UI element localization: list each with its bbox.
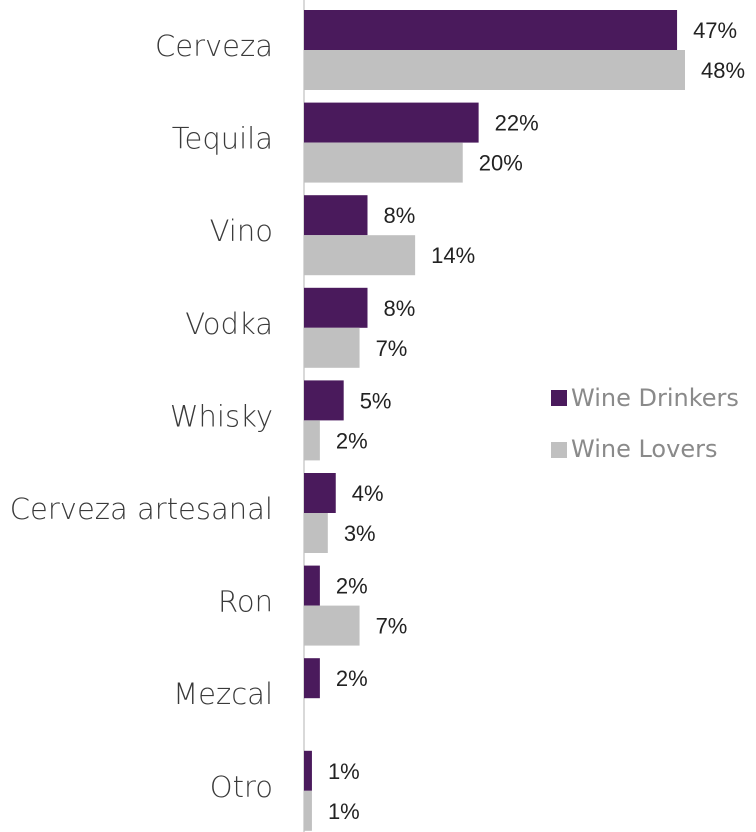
data-label: 20% xyxy=(479,151,523,176)
category-label: Mezcal xyxy=(173,677,273,711)
data-label: 8% xyxy=(384,203,416,228)
legend-label-wine-drinkers: Wine Drinkers xyxy=(571,384,739,412)
data-label: 2% xyxy=(336,666,368,691)
data-label: 5% xyxy=(360,388,392,413)
category-label: Whisky xyxy=(170,399,273,433)
data-label: 7% xyxy=(376,614,408,639)
bar-wine-lovers xyxy=(304,605,360,646)
data-label: 3% xyxy=(344,521,376,546)
bar-wine-drinkers xyxy=(304,750,312,791)
data-label: 8% xyxy=(384,296,416,321)
category-label: Otro xyxy=(210,770,273,804)
bar-wine-drinkers xyxy=(304,380,344,421)
bar-wine-lovers xyxy=(304,790,312,831)
bars-layer xyxy=(304,10,685,831)
legend: Wine Drinkers Wine Lovers xyxy=(551,384,739,463)
data-label: 1% xyxy=(328,759,360,784)
category-labels: Cerveza Tequila Vino Vodka Whisky Cerveza art… xyxy=(10,29,273,804)
category-label: Cerveza xyxy=(155,29,273,63)
data-label: 4% xyxy=(352,481,384,506)
legend-swatch-wine-drinkers xyxy=(551,390,567,406)
legend-label-wine-lovers: Wine Lovers xyxy=(571,435,717,463)
legend-swatch-wine-lovers xyxy=(551,442,567,458)
category-label: Vodka xyxy=(185,307,273,341)
category-label: Tequila xyxy=(172,122,273,156)
bar-wine-drinkers xyxy=(304,287,368,328)
bar-wine-lovers xyxy=(304,142,463,183)
data-label: 1% xyxy=(328,799,360,824)
bar-wine-drinkers xyxy=(304,565,320,606)
data-label: 14% xyxy=(431,243,475,268)
bar-wine-drinkers xyxy=(304,102,479,143)
bar-wine-lovers xyxy=(304,50,685,90)
data-label: 22% xyxy=(495,111,539,136)
bar-wine-drinkers xyxy=(304,195,368,236)
bar-wine-drinkers xyxy=(304,473,336,513)
category-label: Ron xyxy=(218,585,273,619)
data-label: 2% xyxy=(336,428,368,453)
data-label: 2% xyxy=(336,574,368,599)
bar-wine-drinkers xyxy=(304,10,678,50)
data-label: 7% xyxy=(376,336,408,361)
data-label: 48% xyxy=(701,58,745,83)
category-label: Vino xyxy=(210,214,273,248)
bar-wine-lovers xyxy=(304,420,320,461)
bar-wine-lovers xyxy=(304,327,360,368)
bar-wine-lovers xyxy=(304,235,416,276)
value-labels: 47% 48% 22% 20% 8% 14% 8% 7% 5% 2% 4% 3% 2% 7% 2% 1% 1% xyxy=(328,18,745,824)
data-label: 47% xyxy=(693,18,737,43)
bar-wine-lovers xyxy=(304,513,328,553)
bar-wine-drinkers xyxy=(304,658,320,699)
category-label: Cerveza artesanal xyxy=(10,492,273,526)
